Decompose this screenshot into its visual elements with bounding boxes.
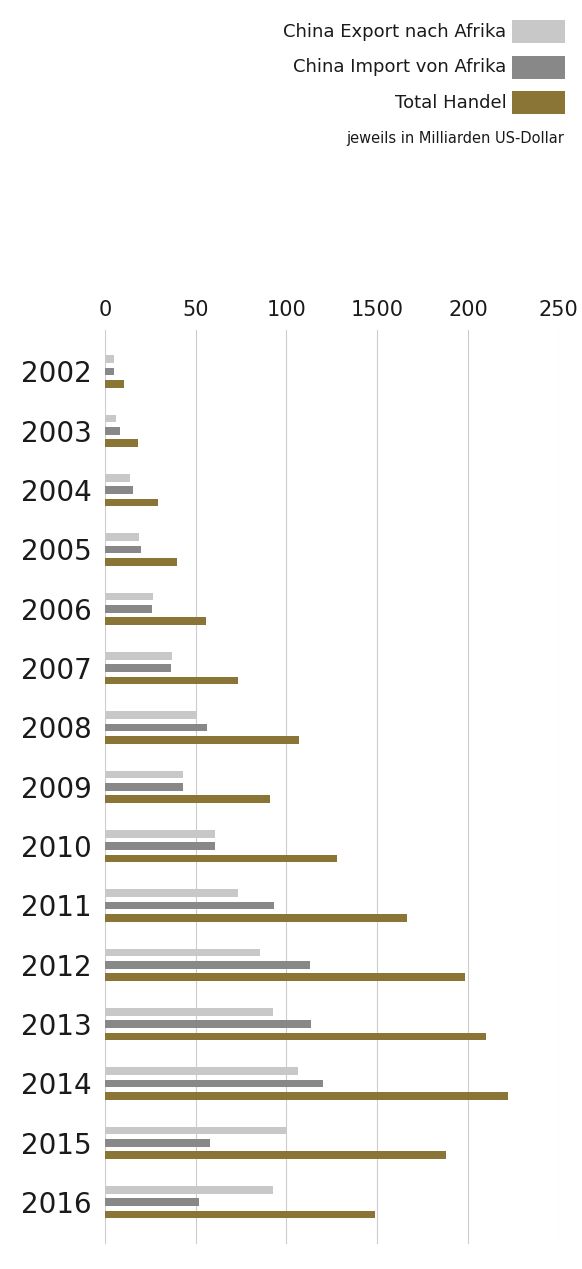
Bar: [105, 961, 310, 968]
Bar: [105, 711, 197, 720]
Bar: [105, 652, 172, 660]
Bar: [105, 486, 133, 494]
Text: China Export nach Afrika: China Export nach Afrika: [283, 23, 506, 41]
Bar: [105, 355, 114, 363]
Bar: [105, 796, 270, 803]
Bar: [105, 736, 299, 744]
Bar: [105, 533, 139, 541]
Bar: [105, 499, 158, 506]
Text: China Import von Afrika: China Import von Afrika: [293, 58, 506, 76]
Bar: [105, 1187, 273, 1194]
Bar: [105, 593, 153, 600]
Bar: [105, 605, 152, 613]
Bar: [105, 379, 124, 387]
Bar: [105, 1020, 311, 1028]
Bar: [105, 901, 274, 910]
Bar: [105, 1067, 298, 1075]
Bar: [105, 830, 215, 838]
Bar: [105, 783, 183, 791]
Bar: [105, 854, 337, 863]
Bar: [105, 473, 130, 482]
Bar: [105, 1198, 199, 1206]
Bar: [105, 439, 139, 447]
Bar: [105, 546, 141, 553]
Bar: [105, 426, 120, 435]
Bar: [105, 914, 407, 921]
Bar: [105, 723, 207, 731]
Bar: [105, 948, 260, 957]
Bar: [105, 1033, 487, 1041]
Bar: [105, 415, 116, 423]
Bar: [105, 1091, 508, 1100]
Text: Total Handel: Total Handel: [395, 94, 506, 112]
Bar: [105, 973, 465, 981]
Bar: [105, 890, 238, 897]
Bar: [105, 1080, 322, 1088]
Bar: [105, 1008, 273, 1015]
Bar: [105, 770, 183, 778]
Bar: [105, 368, 114, 376]
Bar: [105, 664, 171, 673]
Bar: [105, 676, 238, 684]
Bar: [105, 1138, 210, 1147]
Bar: [105, 1127, 286, 1134]
Bar: [105, 1211, 375, 1218]
Bar: [105, 843, 215, 850]
Text: jeweils in Milliarden US-Dollar: jeweils in Milliarden US-Dollar: [347, 131, 565, 146]
Bar: [105, 1151, 446, 1159]
Bar: [105, 617, 205, 626]
Bar: [105, 558, 177, 566]
